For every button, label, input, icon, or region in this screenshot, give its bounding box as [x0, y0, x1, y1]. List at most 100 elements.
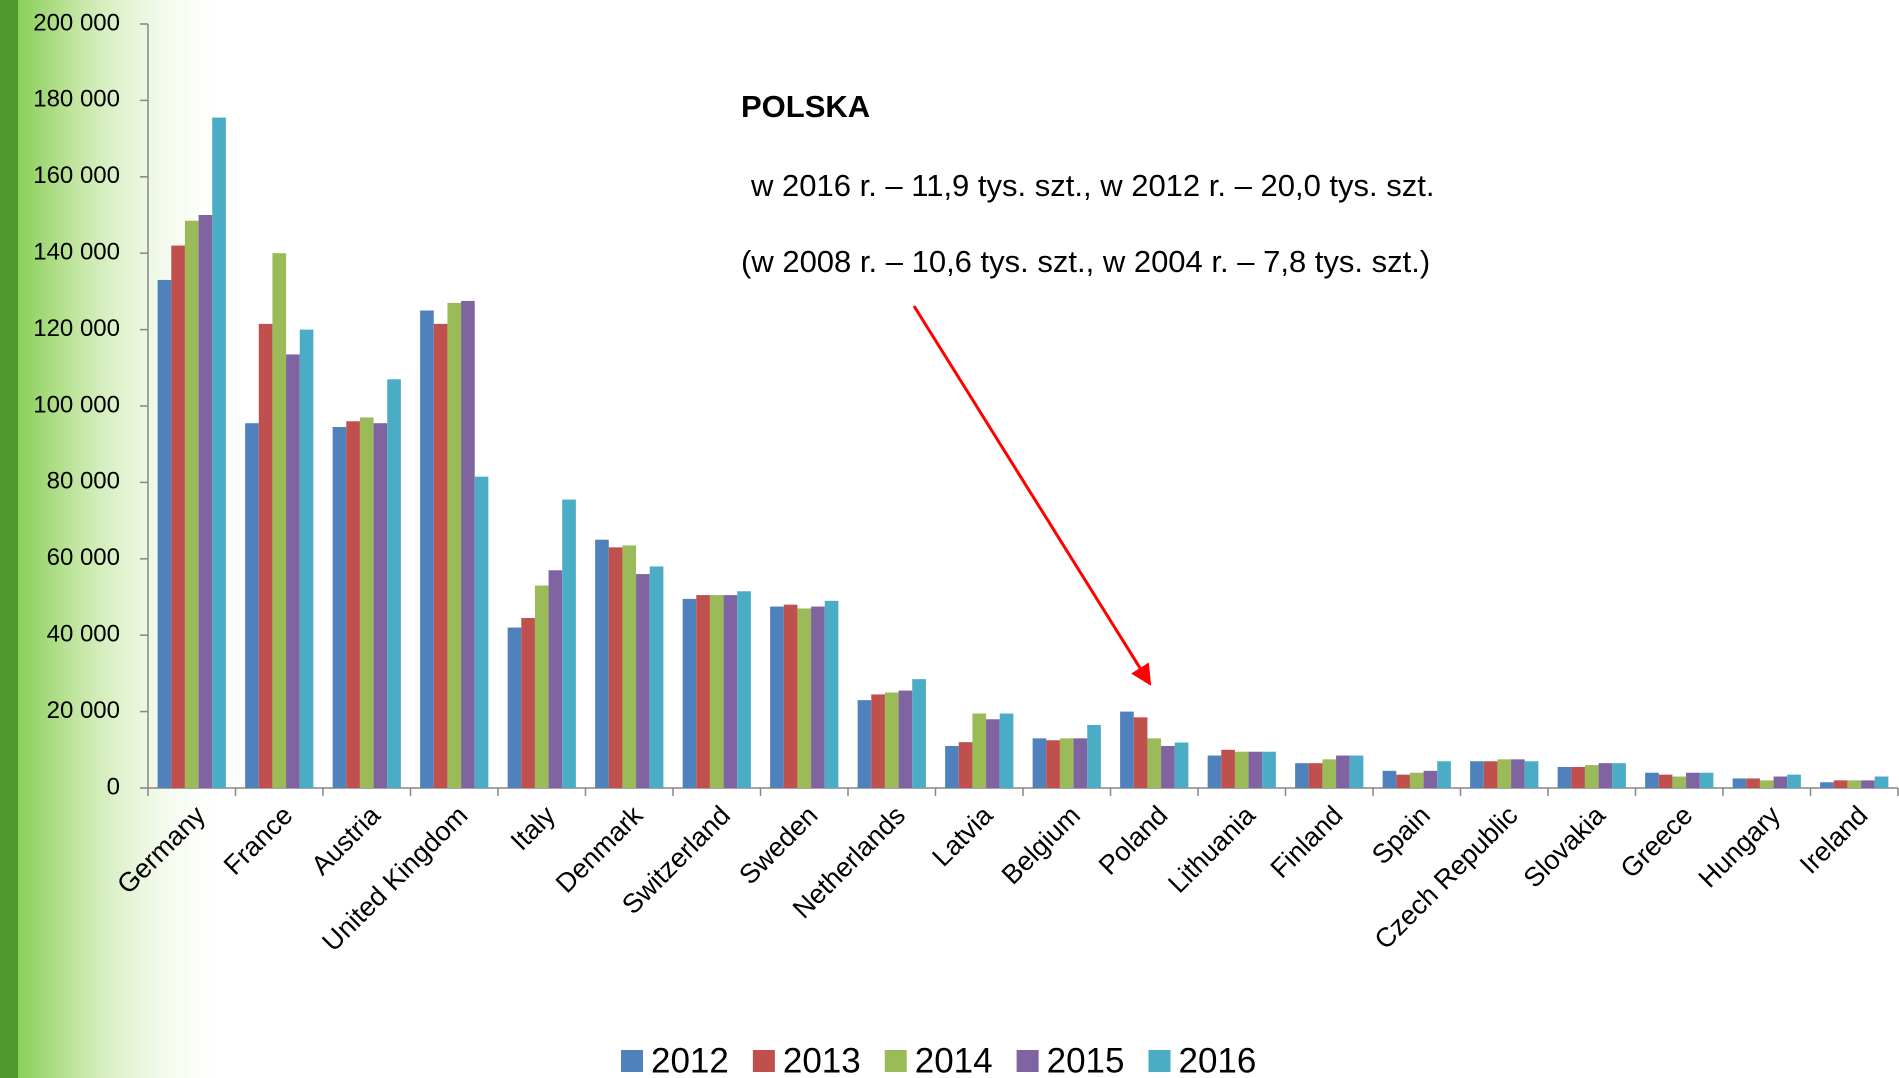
- x-tick-label: Finland: [1265, 800, 1349, 884]
- bar: [972, 713, 987, 788]
- bar: [1409, 772, 1424, 788]
- bar: [1470, 761, 1484, 788]
- bar: [898, 690, 913, 788]
- bar: [1120, 711, 1134, 788]
- bar: [198, 215, 213, 788]
- y-tick-label: 180 000: [33, 86, 120, 113]
- x-tick-label: Greece: [1615, 800, 1699, 884]
- legend-label: 2012: [651, 1041, 729, 1078]
- bar: [1483, 761, 1498, 788]
- annotation-title: POLSKA: [741, 89, 870, 124]
- x-tick-label: Latvia: [926, 799, 999, 872]
- bar: [1584, 765, 1599, 788]
- bar: [1336, 755, 1350, 788]
- bar: [1382, 770, 1397, 788]
- bar: [447, 302, 462, 788]
- bar: [871, 694, 885, 788]
- y-tick-label: 100 000: [33, 391, 120, 418]
- bar: [157, 279, 172, 788]
- bar: [461, 300, 475, 788]
- bar: [1861, 780, 1875, 788]
- bar: [1759, 780, 1774, 788]
- annotation: (w 2008 r. – 10,6 tys. szt., w 2004 r. –…: [741, 244, 1430, 279]
- bar: [696, 595, 710, 788]
- bar: [1612, 763, 1626, 788]
- bar: [1571, 766, 1585, 788]
- bar: [1221, 749, 1235, 788]
- bar: [1820, 782, 1834, 788]
- bar: [1207, 755, 1222, 788]
- bar: [562, 499, 576, 788]
- bar: [1746, 778, 1760, 788]
- bar: [1847, 780, 1862, 788]
- y-tick-label: 160 000: [33, 162, 120, 189]
- bar: [1833, 780, 1848, 788]
- bar: [245, 423, 259, 788]
- bar: [1161, 745, 1175, 788]
- legend-label: 2013: [783, 1041, 861, 1078]
- bar: [1437, 761, 1451, 788]
- y-tick-label: 200 000: [33, 9, 120, 36]
- bar: [1524, 761, 1539, 788]
- bar: [1073, 738, 1088, 788]
- y-tick-label: 120 000: [33, 315, 120, 342]
- bar: [986, 719, 1000, 788]
- legend-label: 2014: [915, 1041, 993, 1078]
- bar: [420, 310, 434, 788]
- bar: [636, 574, 650, 788]
- y-tick-label: 20 000: [47, 697, 120, 724]
- legend-swatch: [1016, 1050, 1039, 1072]
- x-tick-label: Austria: [305, 799, 386, 880]
- bar: [1046, 740, 1060, 788]
- annotation: w 2016 r. – 11,9 tys. szt., w 2012 r. – …: [750, 168, 1434, 203]
- bar: [212, 117, 226, 789]
- bar: [507, 627, 522, 788]
- bar: [1248, 751, 1263, 788]
- bar: [1262, 751, 1276, 788]
- bar: [1423, 770, 1438, 788]
- bar: [824, 600, 839, 788]
- y-tick-label: 80 000: [47, 468, 120, 495]
- bar: [737, 591, 751, 788]
- bar: [474, 476, 489, 788]
- bar: [1133, 717, 1148, 788]
- bar: [1874, 776, 1889, 788]
- x-tick-label: Sweden: [733, 800, 823, 890]
- bar: [608, 547, 623, 788]
- bar: [1308, 763, 1323, 788]
- bar: [1032, 738, 1047, 788]
- y-tick-label: 40 000: [47, 621, 120, 648]
- bar: [171, 245, 185, 788]
- bar: [346, 421, 360, 788]
- x-tick-label: Spain: [1366, 800, 1436, 870]
- bar: [999, 713, 1014, 788]
- bar: [1658, 774, 1673, 788]
- bar: [1645, 772, 1659, 788]
- bar: [1672, 776, 1687, 788]
- bar: [723, 595, 738, 788]
- bar: [1174, 742, 1189, 788]
- bar: [1059, 738, 1074, 788]
- bar: [811, 606, 825, 788]
- bar: [1557, 766, 1572, 788]
- bar: [682, 598, 697, 788]
- bar: [1396, 774, 1410, 788]
- bar: [884, 692, 899, 788]
- bar: [797, 608, 812, 788]
- bar: [521, 618, 535, 788]
- x-tick-label: Slovakia: [1518, 799, 1612, 893]
- x-tick-label: Italy: [505, 800, 562, 857]
- bar: [1497, 759, 1512, 788]
- bar: [548, 570, 563, 788]
- background-edge: [0, 0, 18, 1078]
- y-tick-label: 60 000: [47, 544, 120, 571]
- bar: [286, 354, 300, 788]
- legend-swatch: [1148, 1050, 1171, 1072]
- legend-swatch: [621, 1050, 643, 1072]
- x-tick-label: Hungary: [1693, 800, 1787, 894]
- bar: [958, 742, 973, 788]
- y-tick-label: 0: [107, 773, 120, 800]
- bar: [1511, 759, 1525, 788]
- bar: [770, 606, 784, 788]
